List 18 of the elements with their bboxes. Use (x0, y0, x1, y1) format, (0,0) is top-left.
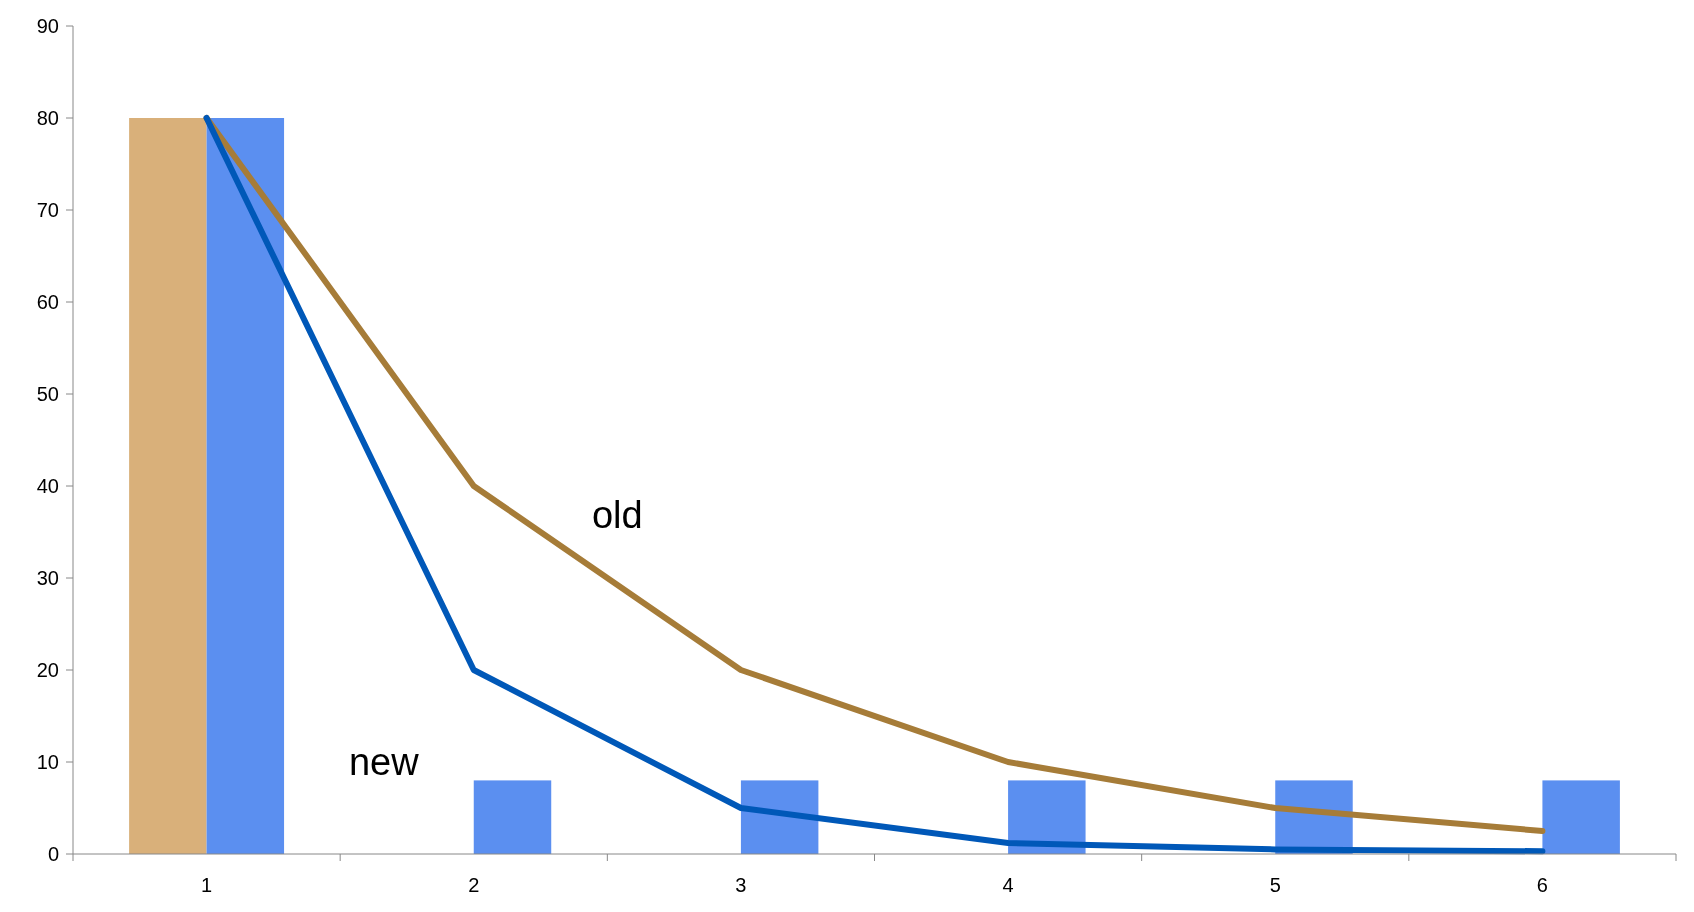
x-tick-label: 2 (468, 874, 480, 896)
x-tick-label: 5 (1269, 874, 1281, 896)
y-tick-label: 70 (36, 199, 59, 221)
x-tick-label: 1 (201, 874, 213, 896)
x-tick-label: 3 (735, 874, 747, 896)
y-tick-label: 0 (47, 843, 59, 865)
x-tick-label: 6 (1536, 874, 1548, 896)
y-tick-label: 60 (36, 291, 59, 313)
series-label: old (591, 494, 643, 536)
y-tick-label: 10 (36, 751, 59, 773)
y-tick-label: 80 (36, 107, 59, 129)
text: new (348, 741, 420, 783)
y-tick-label: 20 (36, 659, 59, 681)
y-tick-label: 40 (36, 475, 59, 497)
y-tick-label: 50 (36, 383, 59, 405)
x-tick-label: 4 (1002, 874, 1014, 896)
y-tick-label: 90 (36, 15, 59, 37)
y-tick-label: 30 (36, 567, 59, 589)
